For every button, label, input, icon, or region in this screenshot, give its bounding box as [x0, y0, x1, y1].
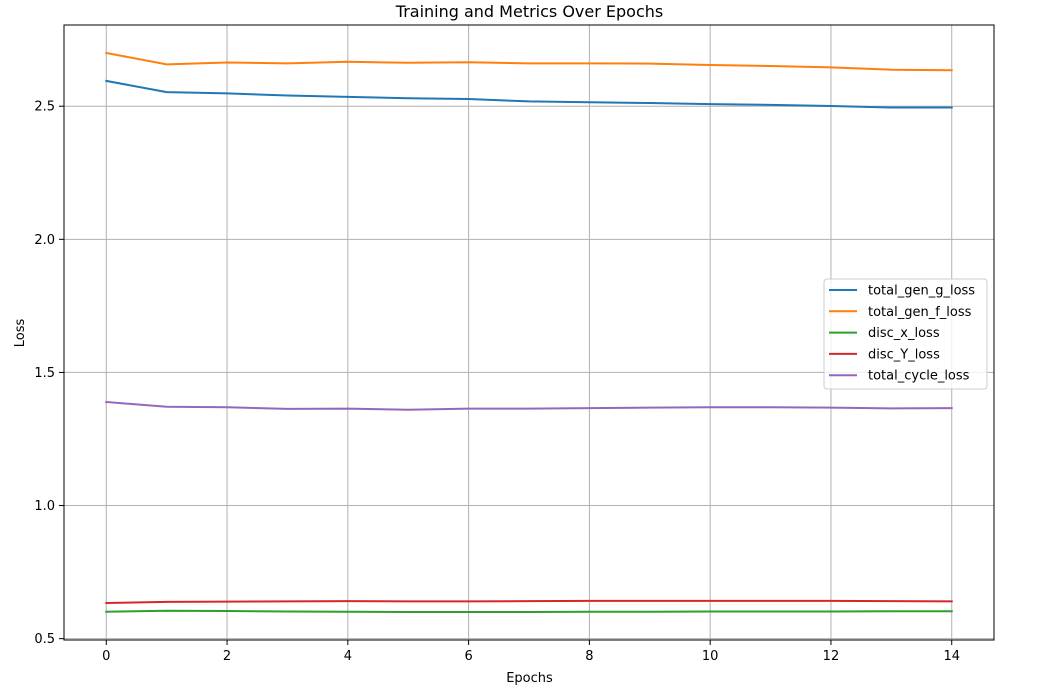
- x-tick-label: 0: [102, 649, 110, 664]
- plot-area: [63, 24, 995, 641]
- x-tick-label: 14: [943, 649, 960, 664]
- x-axis-label: Epochs: [506, 671, 553, 686]
- legend-label: total_gen_g_loss: [868, 284, 975, 299]
- x-tick-label: 8: [585, 649, 593, 664]
- chart-title: Training and Metrics Over Epochs: [395, 2, 663, 21]
- x-tick-label: 4: [344, 649, 352, 664]
- y-axis: 0.5 1.0 1.5 2.0 2.5: [34, 100, 64, 647]
- series-line-disc-y-loss: [105, 599, 953, 605]
- legend-box: [823, 278, 988, 390]
- y-axis-label: Loss: [13, 319, 28, 348]
- y-tick-label: 0.5: [34, 632, 55, 647]
- y-tick-label: 2.0: [34, 233, 55, 248]
- legend-label: total_cycle_loss: [868, 369, 970, 384]
- series-line-total-gen-g-loss: [105, 79, 953, 109]
- x-axis: 0 2 4 6 8 10 12 14: [102, 640, 960, 664]
- x-tick-label: 6: [464, 649, 472, 664]
- x-tick-label: 12: [823, 649, 840, 664]
- legend-label: disc_Y_loss: [868, 347, 940, 362]
- legend: total_gen_g_loss total_gen_f_loss disc_x_l…: [823, 278, 988, 390]
- series-line-total-cycle-loss: [105, 400, 953, 411]
- legend-label: total_gen_f_loss: [868, 305, 972, 320]
- y-tick-label: 1.5: [34, 366, 55, 381]
- series-group: [105, 51, 953, 614]
- y-tick-label: 1.0: [34, 499, 55, 514]
- x-tick-label: 2: [223, 649, 231, 664]
- series-line-disc-x-loss: [105, 609, 953, 614]
- y-tick-label: 2.5: [34, 100, 55, 115]
- legend-label: disc_x_loss: [868, 326, 940, 341]
- series-line-total-gen-f-loss: [105, 51, 953, 72]
- x-tick-label: 10: [702, 649, 719, 664]
